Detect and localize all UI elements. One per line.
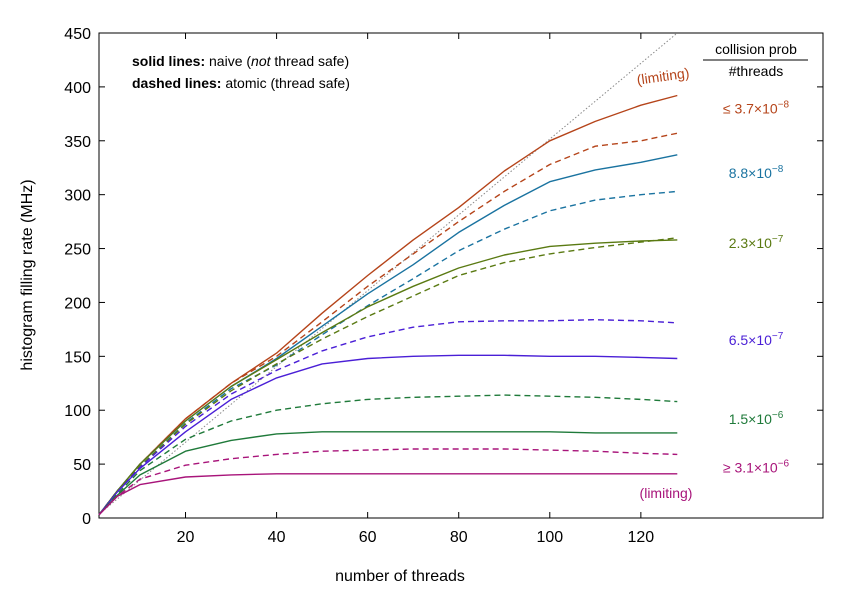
curve-label-exponent: −7	[772, 234, 784, 245]
curve-label: ≤ 3.7×10−8	[723, 99, 790, 116]
y-axis-ticks: 0 50 100 150 200 250 300 350 400 450	[64, 26, 823, 528]
y-tick-label: 0	[82, 511, 91, 528]
series-line-dashed-0	[98, 132, 678, 516]
curve-label-exponent: −6	[778, 458, 790, 469]
y-tick-label: 200	[64, 295, 91, 312]
series-line-solid-0	[98, 94, 678, 516]
curve-label: (limiting)	[640, 485, 693, 501]
y-tick-label: 400	[64, 80, 91, 97]
note-dashed: dashed lines: atomic (thread safe)	[132, 75, 350, 91]
series-line-dashed-2	[98, 237, 678, 516]
note-dashed-text: atomic (thread safe)	[221, 75, 349, 91]
reference-line	[98, 32, 678, 515]
curve-label: 1.5×10−6	[729, 410, 784, 427]
x-tick-label: 100	[536, 529, 563, 546]
series-line-solid-2	[98, 239, 678, 516]
series-line-dashed-3	[98, 319, 678, 516]
curve-label-main: ≤ 3.7×10	[723, 100, 778, 116]
note-solid-prefix: solid lines:	[132, 53, 205, 69]
curve-label-main: 8.8×10	[729, 165, 772, 181]
x-tick-label: 40	[268, 529, 286, 546]
series-line-dashed-4	[98, 394, 678, 516]
series-line-solid-5	[98, 473, 678, 516]
curve-label-exponent: −8	[772, 164, 784, 175]
series-line-dashed-1	[98, 190, 678, 516]
y-tick-label: 300	[64, 188, 91, 205]
y-tick-label: 450	[64, 26, 91, 43]
series-line-solid-4	[98, 431, 678, 516]
note-solid-text: naive (	[205, 53, 251, 69]
note-dashed-prefix: dashed lines:	[132, 75, 221, 91]
y-tick-label: 100	[64, 403, 91, 420]
curve-label-main: 1.5×10	[729, 411, 772, 427]
legend-header-top: collision prob	[715, 41, 797, 57]
x-axis-ticks: 20 40 60 80 100 120	[177, 33, 655, 546]
curve-label: 8.8×10−8	[729, 164, 784, 181]
y-tick-label: 50	[73, 457, 91, 474]
series-line-solid-3	[98, 354, 678, 516]
series-group	[98, 94, 678, 516]
curve-label-exponent: −7	[772, 331, 784, 342]
series-line-solid-1	[98, 154, 678, 516]
x-axis-label: number of threads	[335, 568, 465, 585]
y-tick-label: 150	[64, 349, 91, 366]
legend-header-bottom: #threads	[729, 63, 783, 79]
note-solid: solid lines: naive (not thread safe)	[132, 53, 349, 69]
curve-label-exponent: −8	[778, 99, 790, 110]
curve-label: 6.5×10−7	[729, 331, 784, 348]
reference-line-group	[98, 32, 678, 515]
series-line-dashed-5	[98, 448, 678, 516]
x-tick-label: 80	[450, 529, 468, 546]
curve-labels: (limiting)≤ 3.7×10−88.8×10−82.3×10−76.5×…	[636, 65, 790, 502]
curve-label-main: (limiting)	[636, 65, 691, 88]
curve-label: ≥ 3.1×10−6	[723, 458, 790, 475]
x-tick-label: 60	[359, 529, 377, 546]
curve-label-main: 6.5×10	[729, 332, 772, 348]
y-axis-label: histogram filling rate (MHz)	[19, 179, 36, 370]
curve-label-exponent: −6	[772, 410, 784, 421]
curve-label-main: ≥ 3.1×10	[723, 459, 778, 475]
curve-label: (limiting)	[636, 65, 691, 88]
y-tick-label: 350	[64, 134, 91, 151]
curve-label: 2.3×10−7	[729, 234, 784, 251]
x-tick-label: 20	[177, 529, 195, 546]
y-tick-label: 250	[64, 242, 91, 259]
curve-label-main: 2.3×10	[729, 235, 772, 251]
note-solid-suffix: thread safe)	[271, 53, 350, 69]
note-solid-ital: not	[251, 53, 272, 69]
plot-frame	[98, 32, 824, 519]
curve-label-main: (limiting)	[640, 485, 693, 501]
x-tick-label: 120	[628, 529, 655, 546]
